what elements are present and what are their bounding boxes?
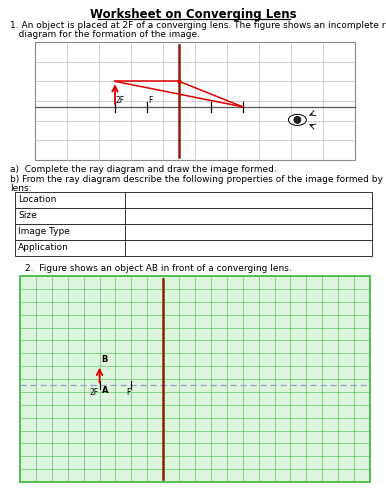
Text: Image Type: Image Type <box>18 228 70 236</box>
Text: A: A <box>102 386 108 396</box>
Text: Size: Size <box>18 212 37 220</box>
Ellipse shape <box>288 114 306 126</box>
Text: lens:: lens: <box>10 184 32 193</box>
Text: Application: Application <box>18 244 69 252</box>
Text: b) From the ray diagram describe the following properties of the image formed by: b) From the ray diagram describe the fol… <box>10 175 386 184</box>
Text: F: F <box>126 388 130 398</box>
Bar <box>20 276 370 482</box>
Text: 1. An object is placed at 2F of a converging lens. The figure shows an incomplet: 1. An object is placed at 2F of a conver… <box>10 21 386 30</box>
Text: diagram for the formation of the image.: diagram for the formation of the image. <box>10 30 200 39</box>
Text: 2F: 2F <box>116 96 125 105</box>
Text: F: F <box>148 96 152 105</box>
Text: Worksheet on Converging Lens: Worksheet on Converging Lens <box>90 8 296 21</box>
Text: 2F: 2F <box>90 388 98 398</box>
Text: Location: Location <box>18 196 56 204</box>
Text: 2.  Figure shows an object AB in front of a converging lens.: 2. Figure shows an object AB in front of… <box>25 264 292 273</box>
Bar <box>35 42 355 160</box>
Text: B: B <box>102 355 108 364</box>
Text: a)  Complete the ray diagram and draw the image formed.: a) Complete the ray diagram and draw the… <box>10 165 277 174</box>
Circle shape <box>294 116 301 123</box>
